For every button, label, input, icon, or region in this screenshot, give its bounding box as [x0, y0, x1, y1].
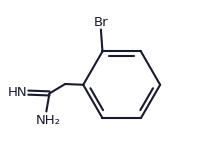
Text: HN: HN	[8, 86, 27, 99]
Text: NH₂: NH₂	[35, 114, 60, 127]
Text: Br: Br	[93, 16, 108, 29]
